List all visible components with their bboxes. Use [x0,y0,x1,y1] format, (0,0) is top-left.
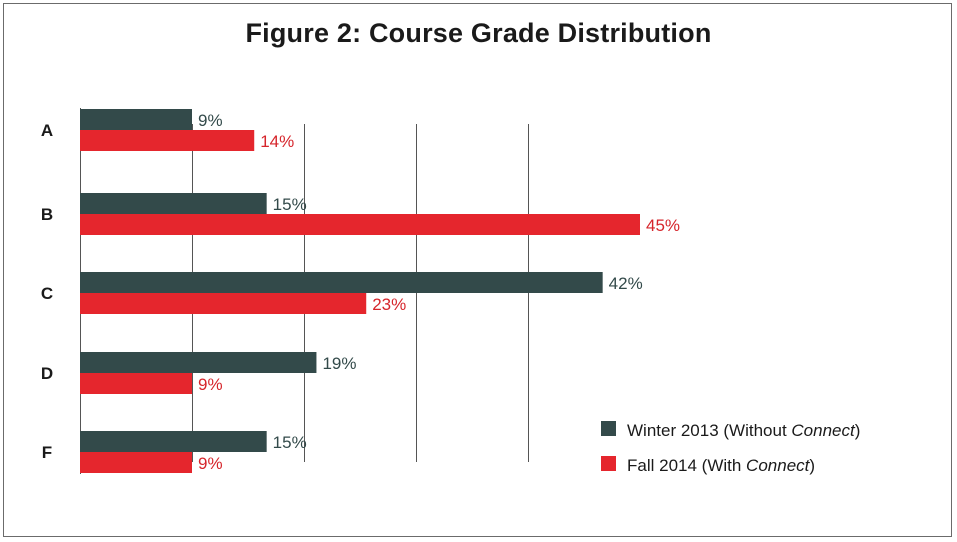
value-label: 42% [609,274,643,293]
legend-swatch [601,456,616,471]
chart-title: Figure 2: Course Grade Distribution [245,18,712,48]
category-label-d: D [41,364,53,383]
value-label: 23% [372,295,406,314]
value-label: 45% [646,216,680,235]
bar-fall-2014-f [80,452,192,473]
value-label: 9% [198,111,223,130]
bar-fall-2014-c [80,293,367,314]
bar-winter-2013-d [80,352,317,373]
category-label-f: F [42,443,52,462]
legend-label: Fall 2014 (With Connect) [627,456,815,475]
bar-fall-2014-b [80,214,640,235]
value-label: 14% [260,132,294,151]
legend-swatch [601,421,616,436]
bar-winter-2013-b [80,193,267,214]
value-label: 15% [273,195,307,214]
category-label-c: C [41,284,53,303]
bar-winter-2013-f [80,431,267,452]
legend-label: Winter 2013 (Without Connect) [627,421,860,440]
category-label-a: A [41,121,53,140]
value-label: 19% [322,354,356,373]
value-label: 15% [273,433,307,452]
value-label: 9% [198,454,223,473]
value-label: 9% [198,375,223,394]
bar-fall-2014-d [80,373,192,394]
bar-winter-2013-a [80,109,192,130]
bar-winter-2013-c [80,272,603,293]
bar-fall-2014-a [80,130,255,151]
category-label-b: B [41,205,53,224]
